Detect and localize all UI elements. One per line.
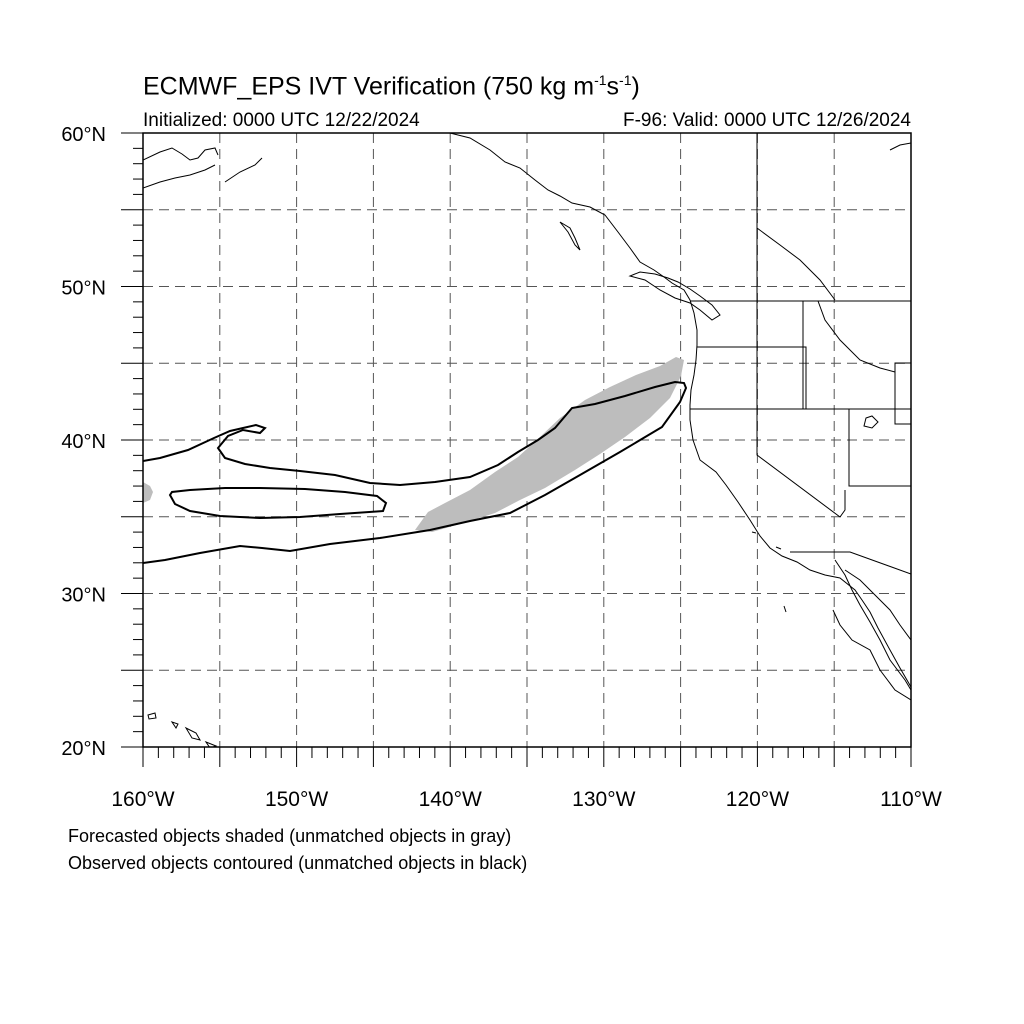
legend-observed: Observed objects contoured (unmatched ob… (68, 853, 528, 873)
lon-label: 150°W (265, 788, 328, 811)
forecast-object-edge (143, 482, 153, 503)
lat-label: 40°N (61, 431, 106, 453)
lon-label: 120°W (726, 788, 789, 811)
lat-label: 20°N (61, 738, 106, 760)
observed-contour-inner (168, 487, 388, 520)
lat-label: 60°N (61, 124, 106, 146)
valid-time: F-96: Valid: 0000 UTC 12/26/2024 (623, 110, 911, 131)
initialized-time: Initialized: 0000 UTC 12/22/2024 (143, 110, 420, 131)
graticule (143, 133, 911, 747)
coastlines (143, 133, 911, 747)
observed-contour-main (143, 380, 688, 564)
lon-label: 160°W (111, 788, 174, 811)
lat-label: 30°N (61, 585, 106, 607)
lon-label: 130°W (572, 788, 635, 811)
lat-label: 50°N (61, 278, 106, 300)
lat-labels: 60°N 50°N 40°N 30°N 20°N (61, 124, 106, 760)
plot-title: ECMWF_EPS IVT Verification (750 kg m-1s-… (143, 72, 640, 101)
legend-forecast: Forecasted objects shaded (unmatched obj… (68, 826, 512, 846)
forecast-object-main (415, 357, 684, 532)
lon-label: 110°W (880, 788, 942, 811)
axis-ticks (121, 132, 912, 767)
lon-label: 140°W (419, 788, 482, 811)
lon-labels: 160°W 150°W 140°W 130°W 120°W 110°W (111, 788, 942, 811)
